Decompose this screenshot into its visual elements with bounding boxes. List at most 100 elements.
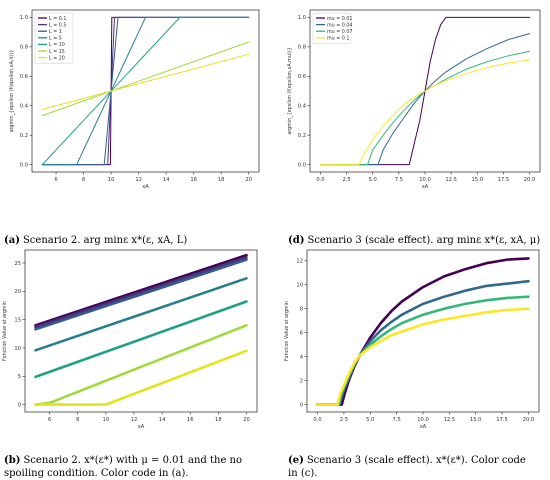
caption-line: Scenario 3 (scale effect). arg minε x*(ε… (307, 235, 540, 246)
y-tick-label: 0 (18, 402, 21, 408)
series-line-6 (41, 41, 250, 117)
x-axis-label: xA (142, 184, 149, 190)
x-tick-label: 7.5 (393, 417, 401, 423)
x-tick-label: 0.0 (316, 177, 324, 183)
chart-panel-a: 6 8 10 12 14 16 18 20 0.0 0.2 0.4 0.6 0.8 1.0 xA argmin… (9, 9, 260, 190)
caption-line: Scenario 2. x*(ε*) with μ = 0.01 and the… (23, 455, 242, 466)
legend-label: L = 20 (49, 55, 65, 61)
legend-label: mu = 0.1 (327, 36, 349, 42)
legend-label: mu = 0.01 (327, 16, 352, 22)
legend-label: L = 0.5 (49, 22, 66, 28)
x-tick-label: 17.5 (498, 177, 510, 183)
x-tick-label: 12.5 (445, 177, 457, 183)
x-tick-label: 18 (218, 177, 225, 183)
legend-label: L = 1 (49, 29, 62, 35)
y-tick-label: 12 (296, 259, 303, 265)
x-tick-label: 17.5 (496, 417, 508, 423)
y-tick-label: 0.6 (20, 74, 28, 80)
series-line-5 (41, 16, 250, 166)
legend-label: L = 10 (49, 42, 65, 48)
x-tick-label: 15.0 (470, 417, 482, 423)
y-tick-label: 2 (300, 378, 303, 384)
legend-label: L = 0.1 (49, 16, 66, 22)
y-tick-label: 0.0 (20, 162, 28, 168)
chart-panel-b: 6 8 10 12 14 16 18 20 0 5 10 15 20 25 xA Function Value… (2, 249, 258, 430)
y-tick-label: 10 (14, 346, 21, 352)
x-tick-label: 16 (187, 417, 194, 423)
series-group (34, 253, 248, 406)
x-tick-label: 10.0 (419, 177, 431, 183)
x-tick-label: 20.0 (524, 177, 536, 183)
caption-3: (b) Scenario 2. x*(ε*) with μ = 0.01 and … (4, 455, 242, 479)
y-tick-label: 0.0 (298, 162, 306, 168)
x-tick-label: 12 (135, 177, 142, 183)
caption-4: (e) Scenario 3 (scale effect). x*(ε*). Co… (288, 455, 526, 479)
series-line-3 (316, 295, 530, 406)
x-tick-label: 12 (131, 417, 138, 423)
caption-tag: (e) (288, 455, 304, 466)
y-tick-label: 0 (300, 402, 303, 408)
y-axis-label: argmin_{epsilon (f(epsilon,xA,mu))} (287, 47, 293, 134)
figure-captions: (a) Scenario 2. arg minε x*(ε, xA, L) (d) S… (4, 235, 540, 479)
legend-label: mu = 0.04 (327, 22, 352, 28)
series-line-3 (34, 258, 248, 331)
series-line-7 (41, 53, 250, 110)
x-tick-label: 2.5 (342, 177, 350, 183)
caption-line: spoiling condition. Color code in (a). (4, 468, 189, 479)
y-tick-label: 0.8 (298, 45, 306, 51)
caption-tag: (a) (4, 235, 20, 246)
chart-panel-e: 0.0 2.5 5.0 7.5 10.0 12.5 15.0 17.5 20.0 0 2 4 6 8 10 1… (284, 249, 540, 430)
y-tick-label: 6 (300, 330, 303, 336)
y-tick-label: 4 (300, 354, 304, 360)
x-tick-label: 8 (76, 417, 79, 423)
y-tick-label: 25 (14, 261, 21, 267)
series-line-4 (41, 16, 250, 166)
x-tick-label: 2.5 (340, 417, 348, 423)
legend-label: L = 5 (49, 36, 62, 42)
caption-2: (d) Scenario 3 (scale effect). arg minε x… (288, 235, 540, 246)
x-axis-label: xA (420, 424, 427, 430)
y-tick-label: 0.4 (298, 104, 307, 110)
series-line-1 (34, 253, 248, 327)
series-group (316, 257, 530, 406)
y-tick-label: 1.0 (298, 15, 306, 21)
series-line-1 (41, 16, 250, 166)
y-axis-label: argmin_{epsilon (f(epsilon,xA,lt))} (9, 50, 15, 133)
series-line-4 (34, 276, 248, 352)
series-line-2 (320, 33, 530, 166)
x-tick-label: 15.0 (471, 177, 483, 183)
axes-frame (31, 9, 260, 173)
x-tick-label: 20 (243, 417, 250, 423)
legend: L = 0.1L = 0.5L = 1L = 5L = 10L = 15L = … (34, 12, 74, 64)
x-tick-label: 0.0 (313, 417, 321, 423)
x-tick-label: 7.5 (395, 177, 403, 183)
series-group (320, 16, 530, 166)
series-line-1 (316, 257, 530, 406)
x-tick-label: 6 (48, 417, 51, 423)
x-tick-label: 12.5 (444, 417, 456, 423)
caption-tag: (b) (4, 455, 20, 466)
y-tick-label: 0.4 (20, 104, 29, 110)
series-line-2 (34, 256, 248, 329)
y-tick-label: 0.6 (298, 74, 306, 80)
x-axis-label: xA (138, 424, 145, 430)
series-line-2 (41, 16, 250, 166)
series-line-4 (316, 307, 530, 406)
y-tick-label: 10 (296, 283, 303, 289)
y-tick-label: 5 (18, 374, 21, 380)
x-tick-label: 10 (108, 177, 115, 183)
x-tick-label: 8 (82, 177, 85, 183)
x-tick-label: 5.0 (366, 417, 374, 423)
series-line-7 (34, 349, 248, 406)
y-axis-label: Function Value at argmin (2, 301, 8, 361)
legend-label: L = 15 (49, 49, 65, 55)
caption-line: Scenario 3 (scale effect). x*(ε*). Color… (307, 455, 526, 466)
series-group (41, 16, 250, 166)
caption-tag: (d) (288, 235, 304, 246)
axes-frame (24, 249, 258, 413)
series-line-5 (34, 300, 248, 379)
x-tick-label: 14 (159, 417, 166, 423)
series-line-1 (320, 16, 530, 166)
